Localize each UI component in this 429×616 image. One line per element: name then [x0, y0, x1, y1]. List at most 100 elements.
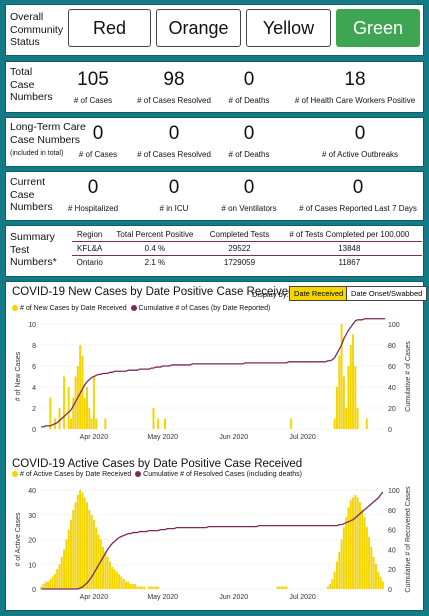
bar: [134, 584, 137, 589]
bar: [347, 507, 350, 589]
bar: [141, 586, 144, 589]
summary-cell: 2.1 %: [144, 258, 166, 267]
total-resolved-value: 98: [163, 69, 185, 90]
bar: [333, 418, 336, 429]
bar: [60, 556, 63, 589]
summary-cell: KFL&A: [72, 241, 108, 256]
summary-cell: 11867: [338, 258, 361, 267]
current-hospitalized-caption: # Hospitalized: [67, 204, 119, 213]
y-tick-label: 10: [28, 562, 36, 569]
legend-bar-label: # of New Cases by Date Received: [20, 305, 127, 312]
bar: [76, 494, 79, 589]
total-cases-panel: Total Case Numbers 105 # of Cases 98 # o…: [5, 61, 424, 113]
y-axis-label: # of New Cases: [15, 351, 22, 401]
charts-panel: COVID-19 New Cases by Date Positive Case…: [5, 281, 428, 611]
status-panel: Overall Community Status Red Orange Yell…: [5, 4, 424, 56]
bar: [157, 418, 160, 429]
legend-bar-label: # of Active Cases by Date Received: [20, 471, 132, 478]
y2-tick-label: 0: [388, 587, 392, 594]
bar: [356, 408, 359, 429]
bar: [152, 408, 155, 429]
summary-header-per100k: # of Tests Completed per 100,000: [276, 227, 422, 242]
bar: [106, 556, 109, 589]
legend-bar-swatch: [12, 305, 18, 312]
y-tick-label: 4: [32, 385, 36, 392]
bar: [356, 497, 359, 589]
summary-panel: Summary Test Numbers* Region Total Perce…: [5, 225, 424, 277]
current-icu-caption: # in ICU: [159, 204, 189, 213]
table-row: KFL&A 0.4 % 29522 13848: [72, 241, 422, 256]
bar: [44, 581, 47, 589]
cumulative-line: [41, 318, 386, 428]
bar: [47, 581, 50, 589]
total-hcw-value: 18: [344, 69, 366, 90]
bar: [81, 355, 84, 429]
y-axis-label: # of Active Cases: [15, 512, 22, 567]
bar: [276, 586, 279, 589]
ltc-resolved-caption: # of Cases Resolved: [137, 150, 211, 159]
legend-line-label: Cumulative # of Cases (by Date Reported): [138, 305, 271, 312]
summary-label: Summary Test Numbers*: [10, 231, 57, 268]
ltc-label: Long-Term Care Case Numbers: [10, 121, 86, 146]
bar: [381, 581, 384, 589]
display-by-label: Display by:: [252, 290, 289, 299]
status-yellow-button[interactable]: Yellow: [246, 9, 331, 47]
bar: [67, 387, 70, 429]
ltc-cases-caption: # of Cases: [78, 150, 118, 159]
legend-line-label: Cumulative # of Resolved Cases (includin…: [143, 471, 302, 478]
bar: [122, 579, 125, 589]
chart2-legend: # of Active Cases by Date Received Cumul…: [12, 471, 302, 478]
total-resolved-caption: # of Cases Resolved: [137, 96, 211, 105]
bar: [336, 561, 338, 589]
bar: [150, 586, 153, 589]
bar: [51, 576, 54, 589]
total-deaths-caption: # of Deaths: [228, 96, 270, 105]
y2-tick-label: 60: [388, 528, 396, 535]
bar: [88, 408, 91, 429]
bar: [347, 366, 350, 429]
bar: [86, 502, 88, 589]
summary-cell: 13848: [276, 241, 422, 256]
total-deaths-value: 0: [243, 69, 255, 90]
bar: [63, 549, 66, 589]
y2-tick-label: 20: [388, 406, 396, 413]
total-cases-caption: # of Cases: [73, 96, 113, 105]
bar: [338, 355, 341, 429]
status-label: Overall Community Status: [10, 11, 64, 48]
bar: [379, 576, 382, 589]
bar: [368, 537, 371, 589]
bar: [365, 527, 368, 589]
bar: [56, 569, 59, 589]
y2-tick-label: 100: [388, 488, 400, 495]
bar: [92, 376, 95, 429]
status-red-button[interactable]: Red: [68, 9, 151, 47]
bar: [125, 581, 127, 589]
total-hcw-caption: # of Health Care Workers Positive: [294, 96, 416, 105]
date-received-button[interactable]: Date Received: [289, 286, 349, 301]
bar: [90, 418, 93, 429]
current-icu-value: 0: [168, 177, 180, 198]
y2-tick-label: 0: [388, 427, 392, 434]
chart1-title: COVID-19 New Cases by Date Positive Case…: [12, 286, 295, 298]
bar: [363, 517, 366, 589]
bar: [143, 586, 146, 589]
y2-tick-label: 100: [388, 322, 400, 329]
status-orange-button[interactable]: Orange: [156, 9, 241, 47]
bar: [90, 514, 93, 589]
chart2-svg: 0 10 20 30 40 0 20 40 60 80 100 Apr 2020 May 2020 Jun…: [15, 486, 412, 601]
date-onset-button[interactable]: Date Onset/Swabbed: [346, 286, 428, 301]
bar: [365, 418, 368, 429]
x-tick-label: May 2020: [147, 434, 178, 441]
bar: [342, 527, 345, 589]
bar: [157, 586, 160, 589]
bar: [72, 397, 75, 429]
bar: [374, 564, 377, 589]
ltc-outbreaks-caption: # of Active Outbreaks: [321, 150, 399, 159]
total-cases-label: Total Case Numbers: [10, 66, 53, 103]
y-tick-label: 40: [28, 488, 36, 495]
status-green-button[interactable]: Green: [336, 9, 420, 47]
bar: [326, 586, 329, 589]
y2-tick-label: 80: [388, 343, 396, 350]
bar: [345, 517, 348, 589]
